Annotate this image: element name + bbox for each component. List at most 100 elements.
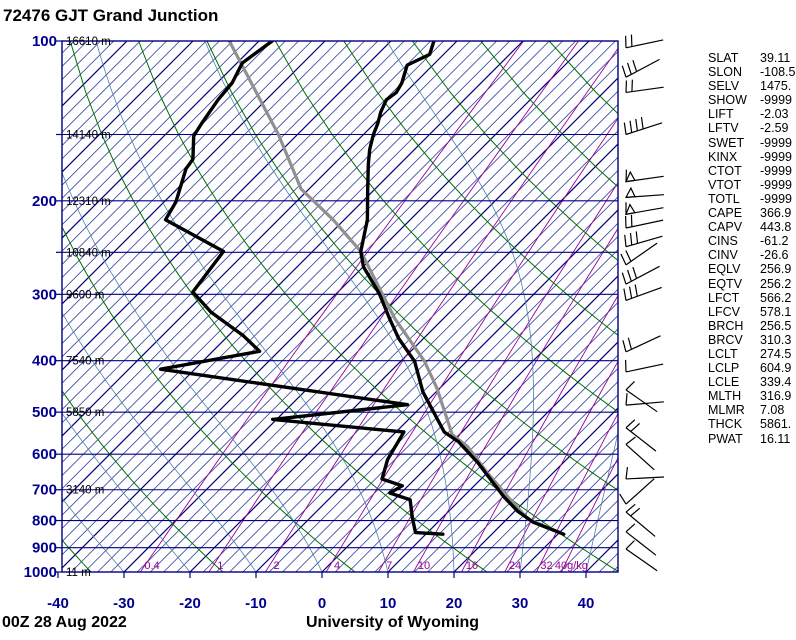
chart-text: 500 [32,404,57,421]
chart-text: 20 [446,595,463,612]
chart-text: 40g/kg [555,560,588,572]
chart-text: 10 [418,560,430,572]
chart-text: 12310 m [66,196,111,208]
temperature-curve [359,41,566,536]
stat-name: SLON [708,65,743,80]
dry-adiabat-lines [62,41,618,572]
chart-text: 0 [318,595,326,612]
chart-text: 200 [32,193,57,210]
stat-name: VTOT [708,177,742,192]
chart-text: 800 [32,513,57,530]
chart-text: 30 [512,595,529,612]
stat-value: -9999 [760,93,792,108]
stat-value: -9999 [760,135,792,150]
stat-name: CAPE [708,206,743,221]
dewpoint-curve [158,41,445,536]
plot-background [62,41,618,572]
altitude-labels: 16610 m 14140 m 12310 m 10840 m 9600 m 7540 m… [66,36,111,579]
stat-value: 274.5 [760,346,792,361]
stat-row: MLMR 7.08 [708,403,796,417]
stat-name: MLTH [708,389,742,404]
stat-row: THCK 5861. [708,417,796,431]
stat-name: CINS [708,234,738,249]
stat-value: 5861. [760,417,792,432]
stat-value: 256.5 [760,318,792,333]
stat-row: SWET -9999 [708,136,796,150]
chart-text: 16610 m [66,36,111,48]
stat-value: 366.9 [760,206,792,221]
stat-row: CAPE 366.9 [708,206,796,220]
stat-row: EQTV 256.2 [708,277,796,291]
stat-value: -9999 [760,149,792,164]
stat-value: 16.11 [760,431,791,446]
stat-value: 310.3 [760,332,792,347]
chart-text: 5850 m [66,407,104,419]
stat-value: 339.4 [760,375,792,390]
stat-row: CINV -26.6 [708,248,796,262]
stat-row: LFTV -2.59 [708,121,796,135]
chart-text: 40 [578,595,595,612]
stat-row: LCLE 339.4 [708,375,796,389]
stat-name: SHOW [708,93,747,108]
chart-text: 11 m [66,567,91,579]
stat-value: 256.2 [760,276,792,291]
chart-text: 10 [380,595,397,612]
stat-row: SLON -108.53 [708,65,796,79]
stat-value: -9999 [760,191,792,206]
stat-value: 256.9 [760,262,792,277]
stat-row: SHOW -9999 [708,93,796,107]
stat-row: LCLT 274.5 [708,347,796,361]
stat-row: PWAT 16.11 [708,432,796,446]
chart-text: 2 [274,560,280,572]
parcel-curve [227,41,566,536]
chart-text: 32 [540,560,552,572]
stat-name: BRCV [708,332,743,347]
stat-name: CINV [708,248,738,263]
stat-value: 39.11 [760,51,791,65]
stat-name: BRCH [708,318,744,333]
stat-value: 7.08 [760,403,785,418]
page-title: 72476 GJT Grand Junction [3,6,219,25]
stat-value: 316.9 [760,389,792,404]
chart-text: 0.4 [144,560,159,572]
chart-text: -10 [245,595,267,612]
chart-text: -20 [179,595,201,612]
chart-text: 600 [32,446,57,463]
stat-row: MLTH 316.9 [708,389,796,403]
stat-value: -61.2 [760,234,789,249]
stat-row: BRCH 256.5 [708,319,796,333]
stat-row: VTOT -9999 [708,178,796,192]
credit-label: University of Wyoming [306,614,480,631]
stat-name: LCLP [708,361,740,376]
stat-value: 604.9 [760,361,792,376]
stat-row: CINS -61.2 [708,234,796,248]
chart-text: 1000 [24,564,57,581]
stat-value: 443.8 [760,220,792,235]
chart-text: 3140 m [66,485,104,497]
stat-name: LCLE [708,375,740,390]
isotherm-lines-major [62,41,618,572]
stat-name: LFCV [708,304,740,319]
chart-text: 10840 m [66,247,111,259]
stat-value: -2.03 [760,107,789,122]
stat-row: CAPV 443.8 [708,220,796,234]
stat-name: LCLT [708,346,738,361]
chart-text: -30 [113,595,135,612]
stat-value: 578.1 [760,304,792,319]
pressure-gridlines [62,41,618,572]
chart-text: 7 [386,560,392,572]
chart-text: 1 [217,560,223,572]
stat-value: -26.6 [760,248,789,263]
stat-row: LIFT -2.03 [708,107,796,121]
stat-row: CTOT -9999 [708,164,796,178]
stat-name: CAPV [708,220,743,235]
stat-value: -108.53 [760,65,796,80]
chart-text: 9600 m [66,289,104,301]
stat-value: 566.2 [760,290,792,305]
chart-text: 16 [466,560,478,572]
chart-text: 700 [32,482,57,499]
stat-name: LIFT [708,107,734,122]
